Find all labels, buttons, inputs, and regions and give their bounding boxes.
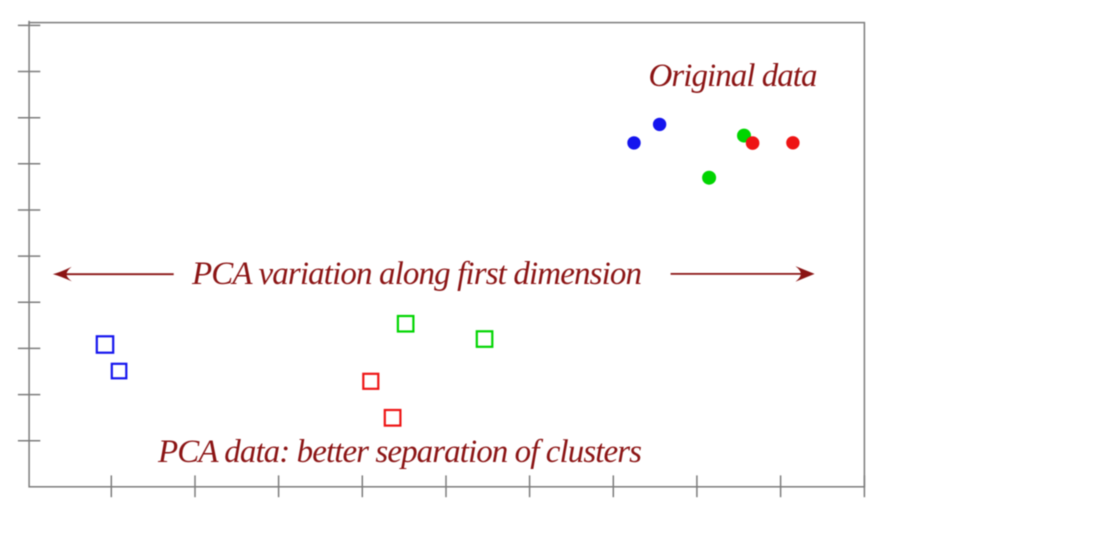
svg-text:PCA variation along first dime: PCA variation along first dimension (191, 256, 642, 292)
svg-text:PCA data: better separation of: PCA data: better separation of clusters (157, 434, 642, 470)
svg-text:Original data: Original data (649, 58, 818, 94)
